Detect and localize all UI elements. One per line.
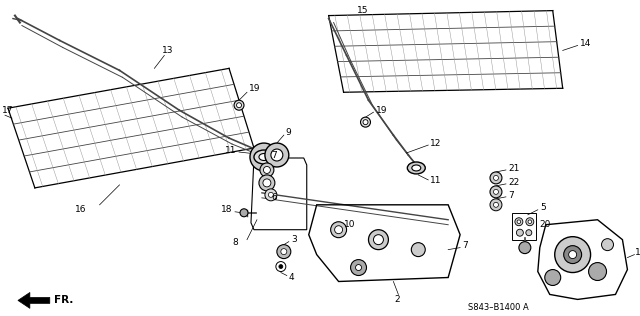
- Circle shape: [490, 172, 502, 184]
- Circle shape: [237, 103, 241, 108]
- Text: 4: 4: [289, 273, 294, 282]
- Circle shape: [490, 186, 502, 198]
- Text: 12: 12: [430, 138, 442, 148]
- Circle shape: [363, 120, 368, 125]
- Text: 16: 16: [75, 205, 86, 214]
- Circle shape: [526, 218, 534, 226]
- Circle shape: [281, 249, 287, 255]
- Text: 5: 5: [540, 203, 545, 212]
- Circle shape: [259, 175, 275, 191]
- Circle shape: [493, 202, 499, 207]
- Circle shape: [271, 149, 283, 161]
- Text: 3: 3: [291, 235, 296, 244]
- Circle shape: [564, 246, 582, 264]
- Text: 8: 8: [232, 238, 238, 247]
- Text: 14: 14: [580, 39, 591, 48]
- Text: 7: 7: [508, 191, 514, 200]
- Circle shape: [602, 239, 614, 251]
- Text: 19: 19: [249, 84, 260, 93]
- Text: 2: 2: [394, 295, 400, 304]
- Circle shape: [335, 226, 342, 234]
- Circle shape: [490, 199, 502, 211]
- Ellipse shape: [407, 162, 425, 174]
- Circle shape: [412, 243, 425, 257]
- Circle shape: [263, 179, 271, 187]
- Circle shape: [279, 264, 283, 269]
- Circle shape: [374, 235, 383, 245]
- Circle shape: [589, 263, 607, 281]
- Text: 9: 9: [286, 128, 292, 137]
- Circle shape: [276, 262, 286, 271]
- Text: S843–B1400 A: S843–B1400 A: [468, 303, 529, 312]
- Circle shape: [519, 242, 531, 254]
- Circle shape: [356, 264, 362, 270]
- Text: 10: 10: [344, 220, 355, 229]
- Circle shape: [265, 143, 289, 167]
- Circle shape: [234, 100, 244, 110]
- Text: 7: 7: [462, 241, 468, 250]
- Text: FR.: FR.: [54, 295, 73, 306]
- Text: 6: 6: [271, 193, 276, 202]
- Text: 20: 20: [540, 220, 551, 229]
- Text: 15: 15: [356, 6, 368, 15]
- Text: 7: 7: [271, 150, 276, 160]
- Circle shape: [250, 143, 278, 171]
- Text: 21: 21: [508, 164, 519, 173]
- Circle shape: [277, 245, 291, 258]
- Circle shape: [555, 237, 591, 272]
- Text: 17: 17: [2, 106, 13, 115]
- Circle shape: [545, 270, 561, 285]
- Ellipse shape: [259, 154, 269, 161]
- Text: 1: 1: [636, 248, 640, 257]
- Circle shape: [569, 251, 577, 258]
- Ellipse shape: [412, 165, 420, 171]
- Circle shape: [517, 220, 521, 223]
- Circle shape: [528, 220, 532, 223]
- Polygon shape: [18, 292, 50, 308]
- Circle shape: [331, 222, 347, 238]
- Text: 19: 19: [376, 106, 387, 115]
- Ellipse shape: [254, 150, 274, 164]
- Circle shape: [493, 175, 499, 180]
- Circle shape: [369, 230, 388, 250]
- Circle shape: [493, 189, 499, 194]
- Text: 22: 22: [508, 179, 519, 187]
- Circle shape: [360, 117, 371, 127]
- Circle shape: [526, 230, 532, 236]
- Circle shape: [268, 192, 273, 197]
- Circle shape: [265, 189, 277, 201]
- Circle shape: [515, 218, 523, 226]
- Circle shape: [516, 229, 524, 236]
- Circle shape: [240, 209, 248, 217]
- Circle shape: [264, 167, 270, 173]
- Text: 11: 11: [430, 176, 442, 185]
- Circle shape: [351, 259, 367, 276]
- Circle shape: [260, 163, 274, 177]
- Text: 11: 11: [225, 146, 237, 155]
- Text: 18: 18: [221, 205, 232, 214]
- Text: 13: 13: [163, 46, 174, 55]
